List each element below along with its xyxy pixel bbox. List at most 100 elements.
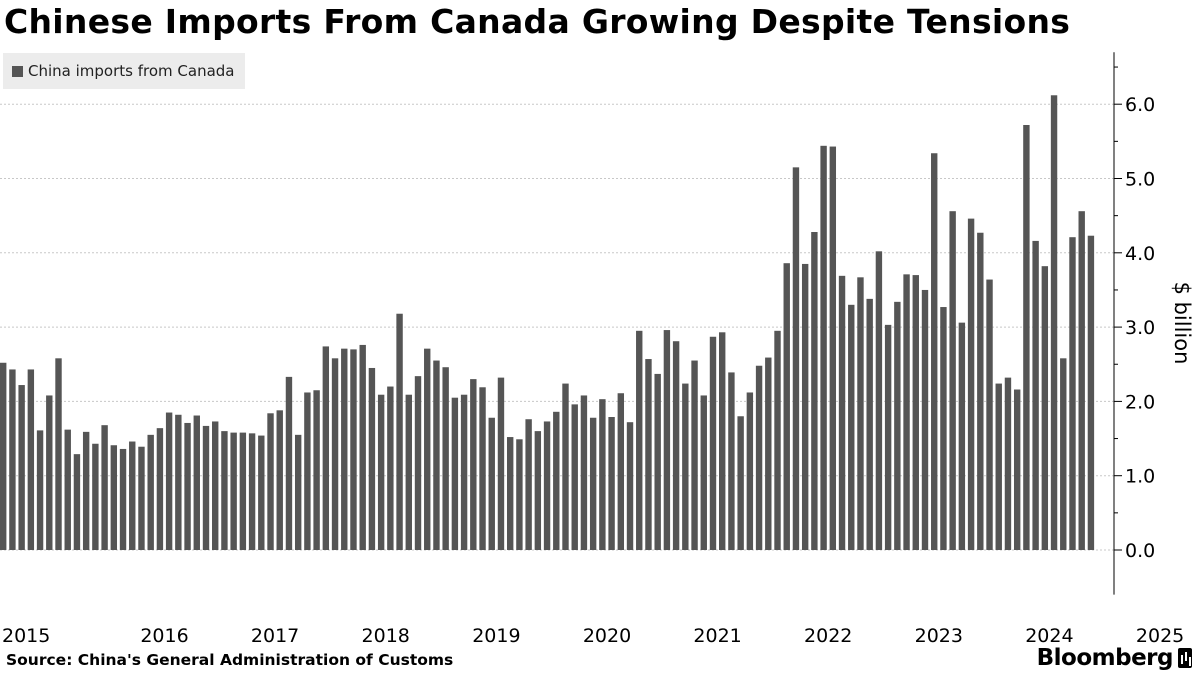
- bar: [1023, 125, 1030, 550]
- bar: [212, 421, 219, 550]
- bar: [239, 432, 247, 550]
- bar: [350, 349, 357, 550]
- x-tick-label: 2025: [1136, 625, 1184, 647]
- bar: [304, 392, 311, 550]
- bar: [175, 414, 182, 550]
- x-tick-label: 2018: [362, 625, 410, 647]
- x-tick-label: 2021: [693, 625, 741, 647]
- bar: [931, 153, 938, 551]
- bar: [682, 383, 689, 550]
- bar: [313, 390, 320, 550]
- x-tick-label: 2015: [2, 625, 50, 647]
- bar: [884, 324, 892, 550]
- bar: [525, 419, 532, 550]
- bar: [424, 348, 431, 550]
- bars: [0, 95, 1095, 551]
- bar: [719, 332, 726, 550]
- bar: [202, 425, 210, 550]
- bar: [875, 251, 883, 550]
- bar: [506, 437, 514, 550]
- bar: [442, 367, 449, 550]
- bar: [857, 277, 864, 550]
- bar: [276, 410, 283, 550]
- bar: [64, 429, 71, 550]
- bar: [9, 369, 16, 550]
- bar: [322, 346, 330, 550]
- bar: [921, 289, 929, 550]
- bar: [285, 376, 293, 550]
- bar: [626, 422, 634, 550]
- x-tick-label: 2020: [583, 625, 631, 647]
- bar: [46, 395, 53, 550]
- bar: [903, 274, 910, 550]
- bar: [1004, 377, 1012, 550]
- x-tick-label: 2023: [915, 625, 963, 647]
- bar: [765, 357, 772, 550]
- bar: [672, 341, 680, 550]
- bar: [543, 421, 551, 550]
- bar: [636, 330, 643, 550]
- bar: [1078, 211, 1085, 550]
- bar: [110, 445, 118, 550]
- bar: [654, 373, 661, 550]
- bar: [359, 344, 366, 550]
- bar: [294, 434, 302, 550]
- y-axis-title: $ billion: [1170, 282, 1194, 365]
- y-tick-label: 1.0: [1125, 466, 1155, 488]
- source-note: Source: China's General Administration o…: [6, 651, 454, 669]
- legend: China imports from Canada: [3, 53, 246, 89]
- bar: [55, 358, 62, 550]
- x-tick-label: 2024: [1025, 625, 1073, 647]
- bar: [792, 167, 800, 550]
- bar: [1069, 237, 1076, 550]
- bar: [977, 232, 984, 551]
- bar: [147, 434, 154, 550]
- x-tick-label: 2017: [251, 625, 299, 647]
- bar: [368, 367, 376, 550]
- bar: [986, 279, 993, 550]
- bar: [479, 387, 486, 550]
- bar: [774, 330, 781, 550]
- bar: [1060, 358, 1067, 550]
- bar: [1032, 240, 1039, 550]
- bar: [866, 298, 873, 550]
- bar: [1013, 389, 1021, 550]
- bar: [258, 435, 265, 550]
- bar: [27, 369, 35, 550]
- bar: [460, 394, 468, 550]
- bar: [230, 432, 237, 550]
- x-axis-labels: 2015 2016 2017 2018 2019 2020 2021 2022 2023 2024…: [2, 625, 1184, 647]
- bar: [488, 417, 495, 550]
- y-tick-label: 5.0: [1125, 169, 1155, 191]
- x-tick-label: 2019: [472, 625, 520, 647]
- bar: [562, 383, 569, 550]
- bar: [0, 362, 7, 550]
- bar: [1041, 266, 1049, 550]
- bar: [838, 275, 846, 550]
- bar: [811, 232, 818, 550]
- bar: [728, 372, 735, 550]
- bar: [737, 416, 744, 550]
- bar: [92, 443, 99, 550]
- bar: [341, 348, 348, 550]
- y-axis: 0.0 1.0 2.0 3.0 4.0 5.0 6.0: [1113, 52, 1155, 595]
- bar: [940, 307, 947, 550]
- bar: [387, 386, 394, 550]
- bar: [848, 304, 855, 550]
- bar: [967, 218, 975, 550]
- bar: [829, 146, 837, 551]
- bar: [156, 428, 164, 550]
- bar: [73, 454, 81, 550]
- chart-title: Chinese Imports From Canada Growing Desp…: [4, 2, 1071, 41]
- bar: [534, 431, 542, 550]
- bar: [663, 330, 671, 550]
- bar: [571, 404, 578, 550]
- bar: [36, 430, 44, 550]
- bar: [248, 433, 256, 550]
- bar: [894, 301, 901, 550]
- bar: [608, 417, 615, 550]
- bar: [184, 422, 191, 550]
- bar: [958, 322, 966, 550]
- bar: [617, 393, 625, 550]
